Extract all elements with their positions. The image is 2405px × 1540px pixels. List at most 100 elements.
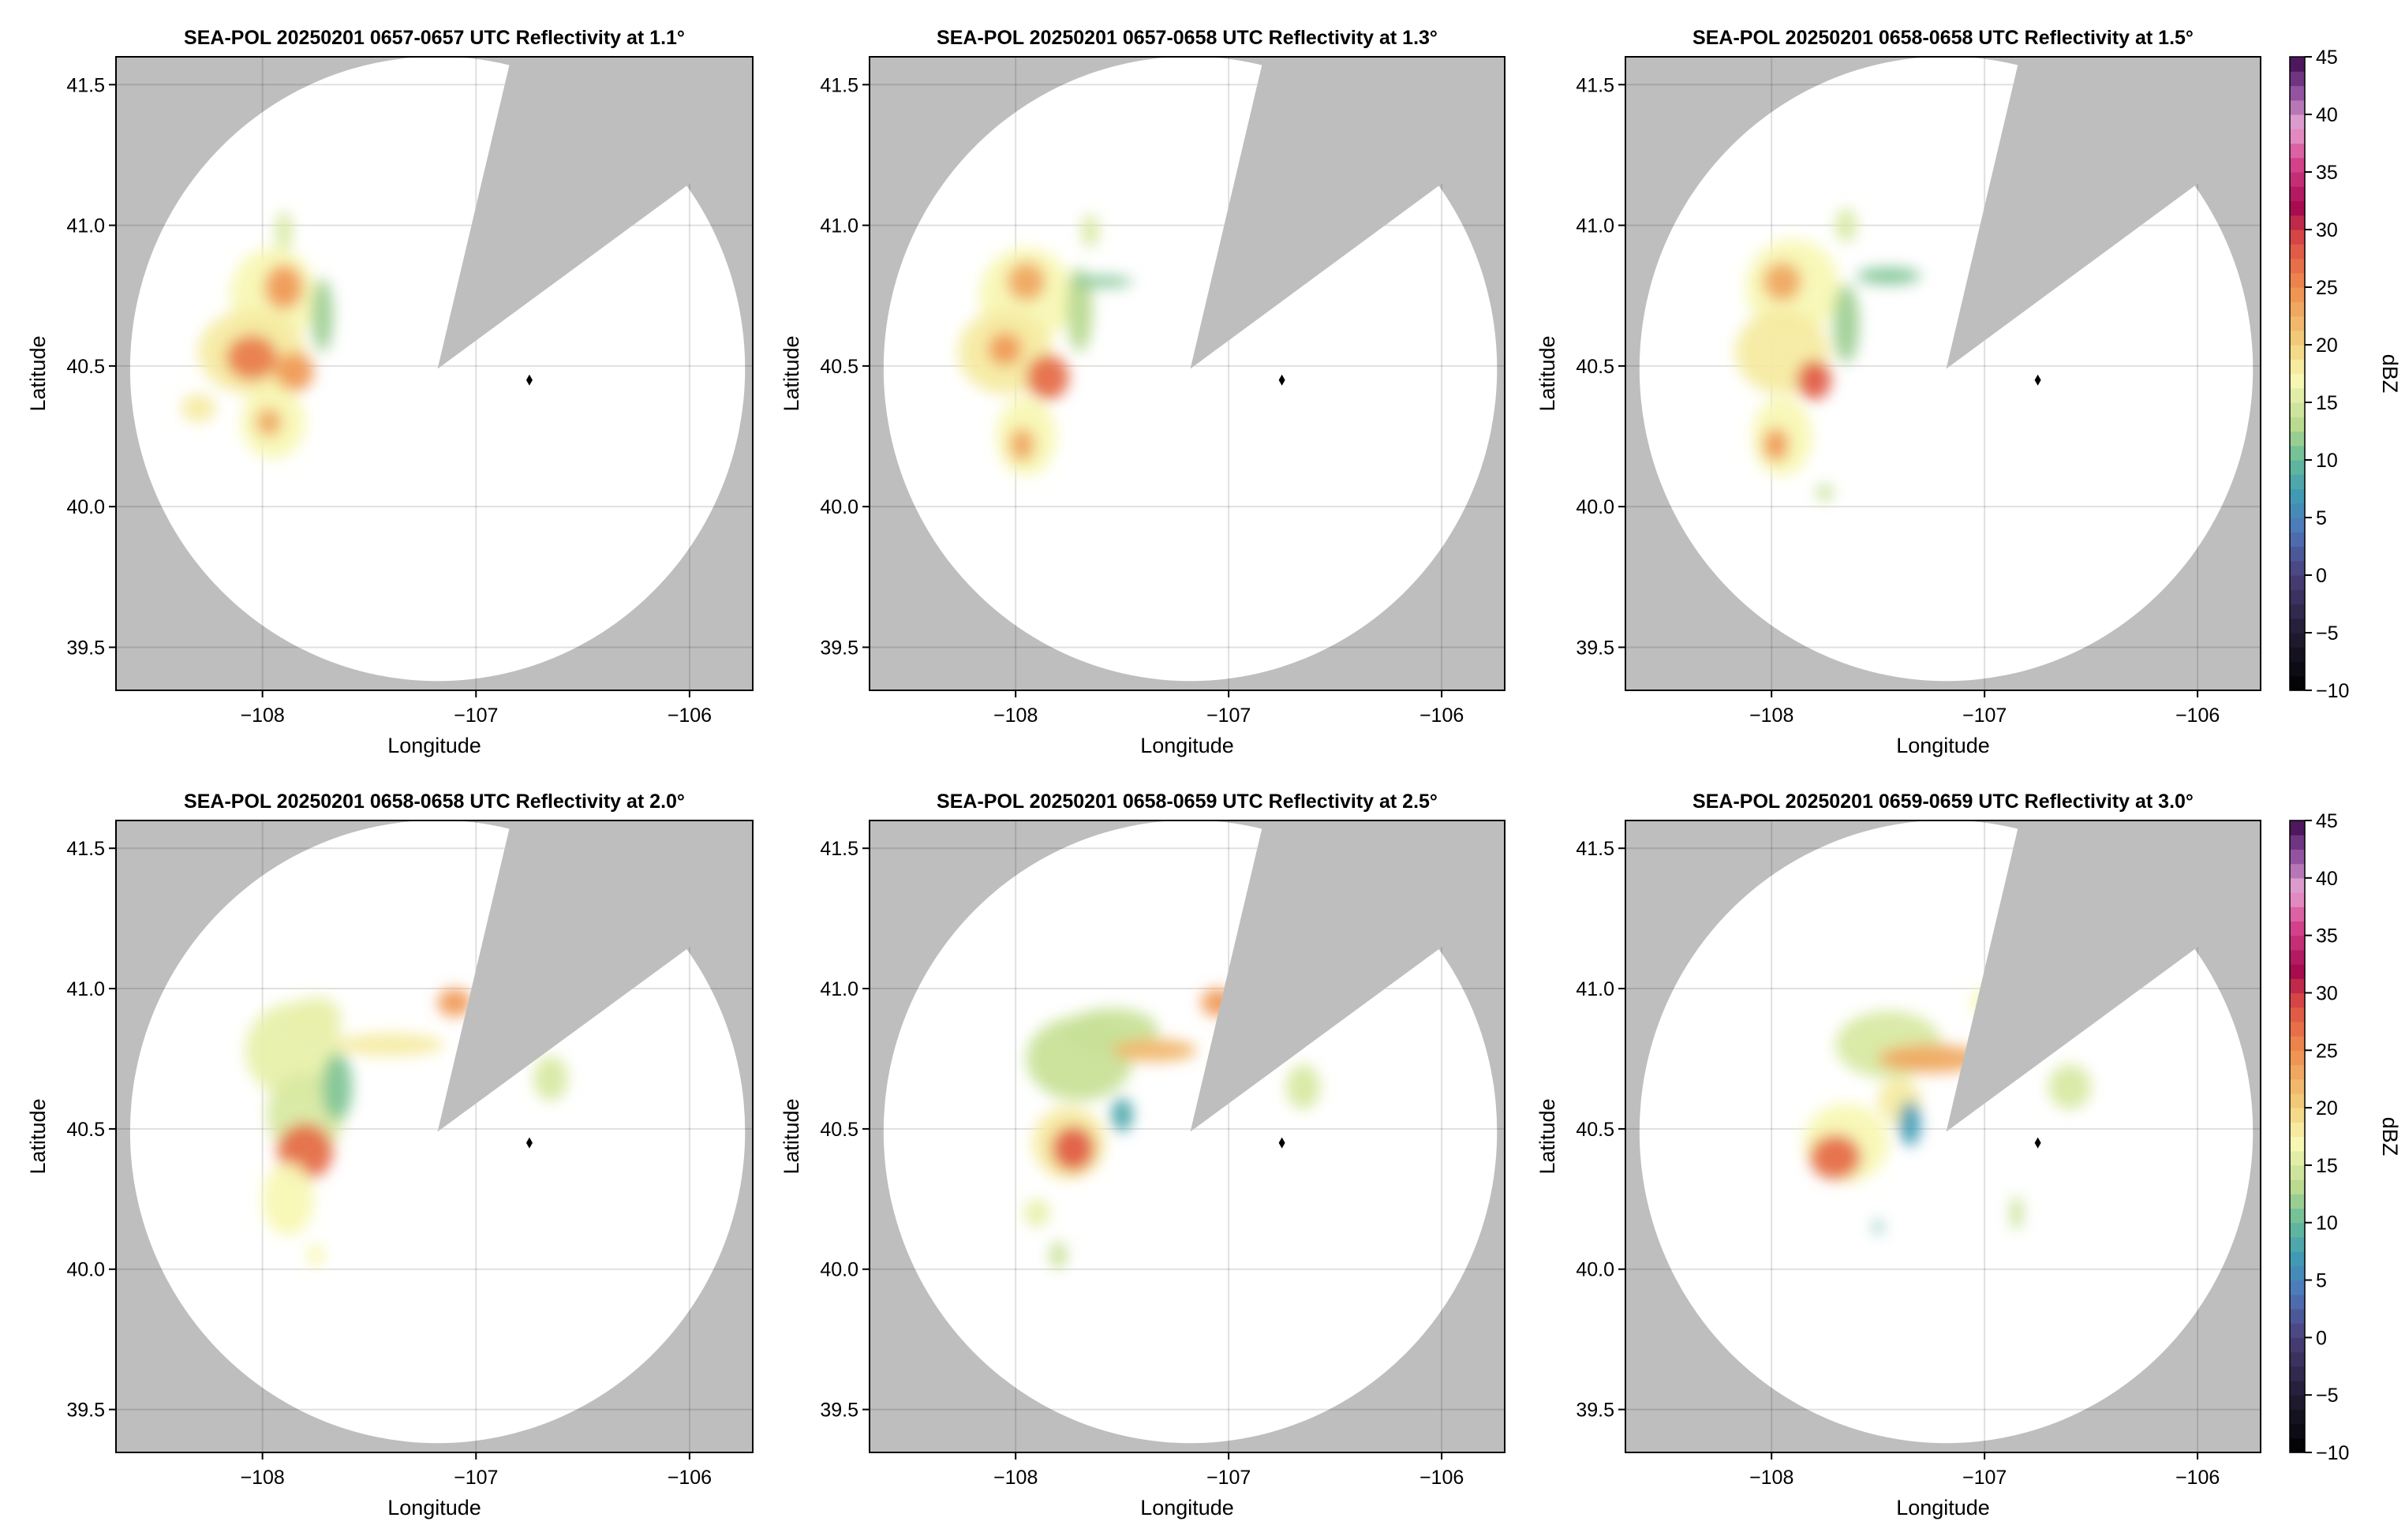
colorbar-tick-label: 45 (2316, 47, 2338, 69)
echo-region (311, 278, 333, 353)
echo-region (307, 1243, 325, 1267)
colorbar-band (2290, 345, 2305, 360)
y-tick-label: 41.5 (66, 838, 105, 860)
x-tick-label: −107 (454, 705, 498, 727)
colorbar-tick-label: 15 (2316, 1155, 2338, 1177)
colorbar-band (2290, 1007, 2305, 1022)
colorbar-tick-label: 20 (2316, 335, 2338, 357)
colorbar-band (2290, 546, 2305, 562)
echo-region (533, 1056, 568, 1101)
colorbar-band (2290, 1064, 2305, 1080)
colorbar-band (2290, 417, 2305, 432)
x-tick-label: −106 (2175, 705, 2220, 727)
x-tick-label: −108 (240, 1467, 284, 1489)
colorbar-band (2290, 1323, 2305, 1338)
colorbar-band (2290, 863, 2305, 879)
radar-panel-1: −108 −107 −106 39.5 40.0 40.5 41.0 41.5 SEA-POL … (26, 27, 754, 757)
axes-frame (869, 820, 1505, 1453)
colorbar-band (2290, 1251, 2305, 1266)
y-tick-label: 40.0 (820, 496, 858, 518)
colorbar-tick-label: 0 (2316, 565, 2327, 587)
x-tick-label: −106 (668, 1467, 712, 1489)
colorbar-band (2290, 230, 2305, 245)
reflectivity-field (1735, 208, 1921, 502)
colorbar-band (2290, 402, 2305, 417)
y-tick-label: 39.5 (820, 1400, 858, 1422)
colorbar-tick-label: 45 (2316, 810, 2338, 832)
x-tick-label: −108 (240, 705, 284, 727)
y-tick-label: 41.0 (1576, 978, 1614, 1000)
echo-region (322, 1052, 353, 1121)
echo-region (1816, 484, 1834, 502)
colorbar-band (2290, 359, 2305, 375)
colorbar-tick-label: 5 (2316, 507, 2327, 529)
echo-region (262, 1162, 314, 1236)
plot-area (116, 820, 753, 1452)
y-tick-label: 40.0 (66, 1259, 105, 1281)
colorbar-band (2290, 1308, 2305, 1324)
echo-region (1899, 1101, 1921, 1146)
colorbar-frame (2289, 820, 2306, 1453)
colorbar-band (2290, 575, 2305, 590)
radar-panel-3: −108 −107 −106 39.5 40.0 40.5 41.0 41.5 SEA-POL … (1535, 27, 2261, 757)
y-axis-label: Latitude (1535, 1098, 1559, 1174)
x-axis-label: Longitude (1896, 734, 1990, 757)
echo-region (1026, 354, 1069, 400)
radar-site-marker (1278, 374, 1285, 386)
colorbar-band (2290, 518, 2305, 533)
axes-frame (1625, 56, 2261, 691)
colorbar-band (2290, 503, 2305, 518)
panel-title: SEA-POL 20250201 0658-0659 UTC Reflectiv… (937, 791, 1438, 813)
colorbar-tick-label: 5 (2316, 1270, 2327, 1292)
colorbar-band (2290, 892, 2305, 907)
colorbar-band (2290, 1409, 2305, 1425)
colorbar-band (2290, 1280, 2305, 1295)
y-tick-label: 41.5 (1576, 838, 1614, 860)
colorbar-tick-label: 15 (2316, 392, 2338, 414)
echo-region (275, 211, 293, 251)
blocked-sector (1946, 820, 2261, 1132)
radar-panel-4: −108 −107 −106 39.5 40.0 40.5 41.0 41.5 SEA-POL … (26, 791, 754, 1519)
colorbar-band (2290, 244, 2305, 260)
colorbar-band (2290, 532, 2305, 548)
echo-region (1023, 1198, 1050, 1228)
x-tick-label: −106 (1419, 1467, 1464, 1489)
colorbar-band (2290, 849, 2305, 865)
axes-frame (869, 56, 1505, 691)
y-tick-label: 40.5 (66, 356, 105, 378)
colorbar-band (2290, 1179, 2305, 1194)
colorbar-band (2290, 1351, 2305, 1367)
colorbar-tick-label: 30 (2316, 219, 2338, 241)
colorbar-label: dBZ (2378, 1117, 2402, 1157)
colorbar-band (2290, 661, 2305, 677)
echo-region (337, 1033, 444, 1056)
colorbar-band (2290, 1136, 2305, 1152)
colorbar-band (2290, 474, 2305, 490)
colorbar-band (2290, 560, 2305, 576)
colorbar-band (2290, 1150, 2305, 1166)
colorbar-band (2290, 1050, 2305, 1066)
colorbar-band (2290, 835, 2305, 850)
panel-title: SEA-POL 20250201 0658-0658 UTC Reflectiv… (184, 791, 685, 813)
colorbar-band (2290, 1395, 2305, 1410)
colorbar-band (2290, 675, 2305, 691)
colorbar-band (2290, 200, 2305, 216)
colorbar-band (2290, 1366, 2305, 1381)
colorbar-tick-label: −5 (2316, 622, 2339, 645)
colorbar-tick-label: 30 (2316, 982, 2338, 1004)
colorbar-tick-label: 20 (2316, 1097, 2338, 1119)
reflectivity-field (1023, 989, 1321, 1269)
echo-region (264, 264, 304, 310)
colorbar-band (2290, 992, 2305, 1008)
echo-region (1081, 214, 1099, 249)
colorbar-band (2290, 1222, 2305, 1238)
y-tick-label: 41.0 (1576, 215, 1614, 237)
colorbar-band (2290, 143, 2305, 159)
colorbar-band (2290, 85, 2305, 101)
blocked-sector (437, 57, 753, 369)
colorbar-band (2290, 272, 2305, 288)
colorbar-band (2290, 1078, 2305, 1094)
echo-region (1878, 1045, 1985, 1073)
blocked-sector (1190, 820, 1505, 1132)
x-tick-label: −108 (1749, 1467, 1793, 1489)
